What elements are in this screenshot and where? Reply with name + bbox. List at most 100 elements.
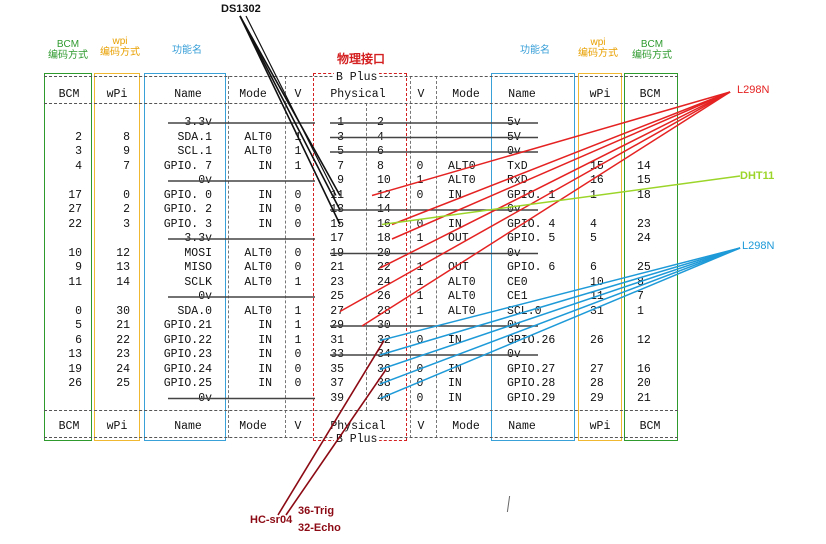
pin-cell: 26	[68, 377, 82, 390]
wpi-right-title-line2: 编码方式	[578, 48, 618, 59]
pin-cell: 25	[330, 290, 344, 303]
footer-cell: V	[294, 420, 302, 433]
pin-cell: 1	[294, 304, 302, 318]
pin-cell: 8	[123, 130, 130, 144]
pin-cell: IN	[258, 377, 272, 390]
separator-v-left	[285, 76, 286, 438]
pin-cell: ALT0	[244, 304, 272, 318]
pin-cell: GPIO. 2	[163, 203, 212, 216]
l298n-top-wire	[361, 91, 731, 327]
pin-cell: 5	[75, 319, 82, 332]
pin-cell: 30	[116, 304, 130, 318]
physical-title: 物理接口	[318, 53, 404, 65]
bcm-right-title-line1: BCM	[640, 39, 664, 50]
pin-cell: 1	[590, 188, 597, 202]
trig-label: 36-Trig	[298, 505, 335, 517]
ds1302-wire	[239, 15, 341, 225]
pin-cell: 17	[68, 188, 82, 202]
header-cell: BCM	[58, 88, 80, 101]
pin-cell: 0	[416, 188, 424, 202]
bcm-right-title: BCM 编码方式	[628, 39, 676, 61]
wpi-right-column-frame	[578, 73, 622, 441]
footer-cell: V	[417, 420, 425, 433]
hcsr04-label: HC-sr04	[250, 514, 293, 526]
pin-cell: 0	[294, 217, 302, 231]
ds1302-wire	[245, 15, 337, 196]
pin-cell: ALT0	[244, 275, 272, 289]
pin-cell: MISO	[184, 261, 212, 274]
header-cell: V	[294, 88, 302, 101]
pin-cell: IN	[258, 188, 272, 202]
pin-cell: 29	[590, 391, 604, 405]
pin-cell: 1	[416, 290, 424, 303]
pin-cell: ALT0	[448, 174, 476, 187]
footer-cell: Name	[508, 420, 536, 433]
pin-cell: CE1	[507, 290, 528, 303]
l298n-bottom-wire	[379, 247, 741, 356]
pin-cell: IN	[258, 159, 272, 173]
pin-cell: 22	[116, 333, 130, 347]
pin-cell: 1	[416, 304, 424, 318]
pin-cell: SCLK	[184, 275, 212, 289]
pin-cell: 1	[294, 145, 302, 158]
l298n-top-wire	[391, 91, 731, 226]
pin-cell: 11	[68, 275, 82, 289]
pin-cell: 31	[330, 333, 344, 347]
pin-cell: SCL.1	[177, 145, 212, 158]
pin-cell: ALT0	[448, 304, 476, 318]
pin-cell: GPIO. 7	[163, 159, 212, 173]
pin-cell: 27	[590, 362, 604, 376]
pin-cell: 10	[68, 246, 82, 260]
pin-cell: 12	[116, 246, 130, 260]
l298n-top-wire	[371, 91, 731, 197]
pin-cell: 39	[330, 391, 344, 405]
pin-cell: 22	[68, 217, 82, 231]
separator-physical-mid	[366, 103, 367, 410]
pin-cell: 1	[294, 275, 302, 289]
footer-cell: Mode	[452, 420, 480, 433]
pin-cell: IN	[448, 391, 462, 405]
bcm-right-title-line2: 编码方式	[632, 50, 672, 61]
pin-cell: IN	[448, 217, 462, 231]
pin-cell: GPIO.24	[163, 362, 212, 376]
wpi-left-title-line1: wpi	[112, 36, 128, 47]
footer-cell: BCM	[58, 420, 80, 433]
wpi-right-title: wpi 编码方式	[574, 37, 622, 59]
pin-cell: 0	[294, 261, 302, 274]
header-cell: Name	[508, 88, 536, 101]
l298n-top-wire	[339, 91, 731, 313]
l298n-top-wire	[379, 91, 731, 269]
func-left-title-line1: 功能名	[172, 45, 202, 56]
pin-cell: 25	[637, 261, 651, 274]
pin-cell: 0	[294, 246, 302, 260]
pin-cell: 1	[416, 232, 424, 245]
func-right-column-frame	[491, 73, 575, 441]
pin-cell: OUT	[448, 261, 469, 274]
pin-cell: GPIO.27	[507, 362, 556, 376]
pin-cell: 21	[116, 319, 130, 332]
pin-cell: GPIO. 5	[507, 232, 556, 245]
pin-cell: 1	[637, 304, 644, 318]
pin-cell: 15	[637, 174, 651, 187]
pin-cell: 0	[416, 391, 424, 405]
rule-above-footer	[44, 410, 678, 411]
echo-label: 32-Echo	[298, 522, 341, 534]
pin-cell: 13	[68, 348, 82, 361]
pin-cell: 1	[416, 275, 424, 289]
pin-cell: IN	[258, 203, 272, 216]
footer-cell: wPi	[106, 420, 128, 433]
l298n-bottom-wire	[379, 247, 741, 371]
pin-cell: 24	[637, 232, 651, 245]
l298n-top-label: L298N	[737, 84, 770, 96]
ds1302-wire	[239, 15, 341, 196]
pin-cell: SDA.0	[177, 304, 212, 318]
pin-cell: 5	[590, 232, 597, 245]
pin-cell: 36	[377, 362, 391, 376]
func-left-title: 功能名	[160, 45, 214, 56]
pin-cell: 14	[637, 159, 651, 173]
pin-cell: IN	[258, 362, 272, 376]
rule-under-header	[44, 103, 678, 104]
ds1302-label: DS1302	[221, 3, 261, 15]
pin-cell: 26	[590, 333, 604, 347]
